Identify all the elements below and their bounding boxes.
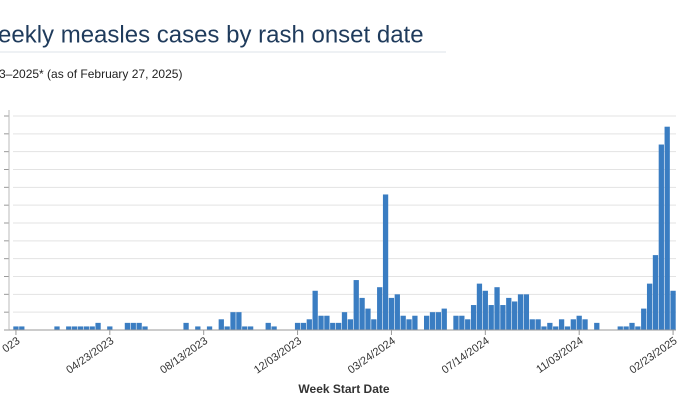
bar [330, 322, 336, 330]
bar [594, 322, 600, 330]
x-axis-label: Week Start Date [298, 382, 389, 396]
bar [535, 319, 541, 330]
bar [19, 326, 25, 330]
bar [353, 280, 359, 330]
bar [265, 322, 271, 330]
bar [400, 315, 406, 330]
bar [424, 315, 430, 330]
bar [470, 305, 477, 330]
bar [294, 322, 301, 330]
bar [506, 297, 512, 330]
bar [136, 322, 142, 330]
bar [576, 315, 582, 330]
x-tick-label: 023 [0, 335, 22, 355]
bar [652, 255, 659, 330]
bar [670, 290, 676, 330]
x-tick-label: 07/14/2024 [440, 335, 492, 376]
bar [371, 319, 377, 330]
bar [300, 322, 307, 330]
chart-title: eekly measles cases by rash onset date [0, 21, 424, 48]
bar [312, 290, 318, 330]
bar [206, 326, 213, 330]
bar [564, 326, 571, 330]
bar [547, 322, 553, 330]
bar [453, 315, 459, 330]
bar [218, 319, 224, 330]
bar [89, 326, 95, 330]
bar [394, 294, 400, 330]
bar [641, 308, 647, 330]
bar [523, 294, 530, 330]
bar [318, 315, 324, 330]
bar [71, 326, 78, 330]
bar [236, 312, 242, 330]
bar [382, 194, 389, 330]
x-tick-label: 08/13/2023 [158, 335, 210, 376]
bar [635, 326, 641, 330]
bar [529, 319, 535, 330]
x-tick-label: 12/03/2023 [252, 335, 304, 376]
bar [242, 326, 248, 330]
bar [130, 322, 136, 330]
bar [435, 312, 442, 330]
bar [83, 326, 89, 330]
bar [77, 326, 84, 330]
bar [406, 319, 412, 330]
bar [341, 312, 348, 330]
bar [512, 301, 518, 330]
bar [54, 326, 60, 330]
x-tick-label: 04/23/2023 [64, 335, 116, 376]
bar [623, 326, 629, 330]
bar [388, 297, 395, 330]
bar [482, 290, 488, 330]
bar [347, 319, 354, 330]
bar [429, 312, 436, 330]
bar [500, 305, 506, 330]
bar [517, 294, 524, 330]
bar [66, 326, 72, 330]
x-tick-label: 03/24/2024 [346, 335, 398, 376]
x-tick-label: 11/03/2024 [534, 335, 585, 376]
bar [476, 283, 483, 330]
bar [582, 319, 588, 330]
bar [646, 283, 653, 330]
bar [629, 322, 635, 330]
bar [124, 322, 131, 330]
bar [306, 319, 312, 330]
bar [324, 315, 330, 330]
bar [553, 326, 559, 330]
chart-subtitle: 3–2025* (as of February 27, 2025) [0, 67, 182, 81]
bar [541, 326, 547, 330]
bar [664, 126, 670, 330]
bar [247, 326, 254, 330]
bar [365, 308, 371, 330]
bar [617, 326, 623, 330]
bar [658, 144, 664, 330]
bar [107, 326, 113, 330]
bar [195, 326, 201, 330]
bar [494, 287, 500, 330]
bar [488, 305, 494, 330]
bar [412, 315, 418, 330]
bar [558, 319, 565, 330]
bar [230, 312, 236, 330]
bar [459, 315, 465, 330]
bar [377, 287, 383, 330]
bar [441, 308, 447, 330]
x-tick-label: 02/23/2025 [627, 335, 679, 376]
bar [95, 322, 101, 330]
bar [224, 326, 230, 330]
bar [142, 326, 148, 330]
bar [183, 322, 189, 330]
bar [570, 319, 576, 330]
bar [13, 326, 19, 330]
bar [359, 297, 365, 330]
bar [271, 326, 277, 330]
bar [465, 319, 471, 330]
bar [335, 322, 342, 330]
